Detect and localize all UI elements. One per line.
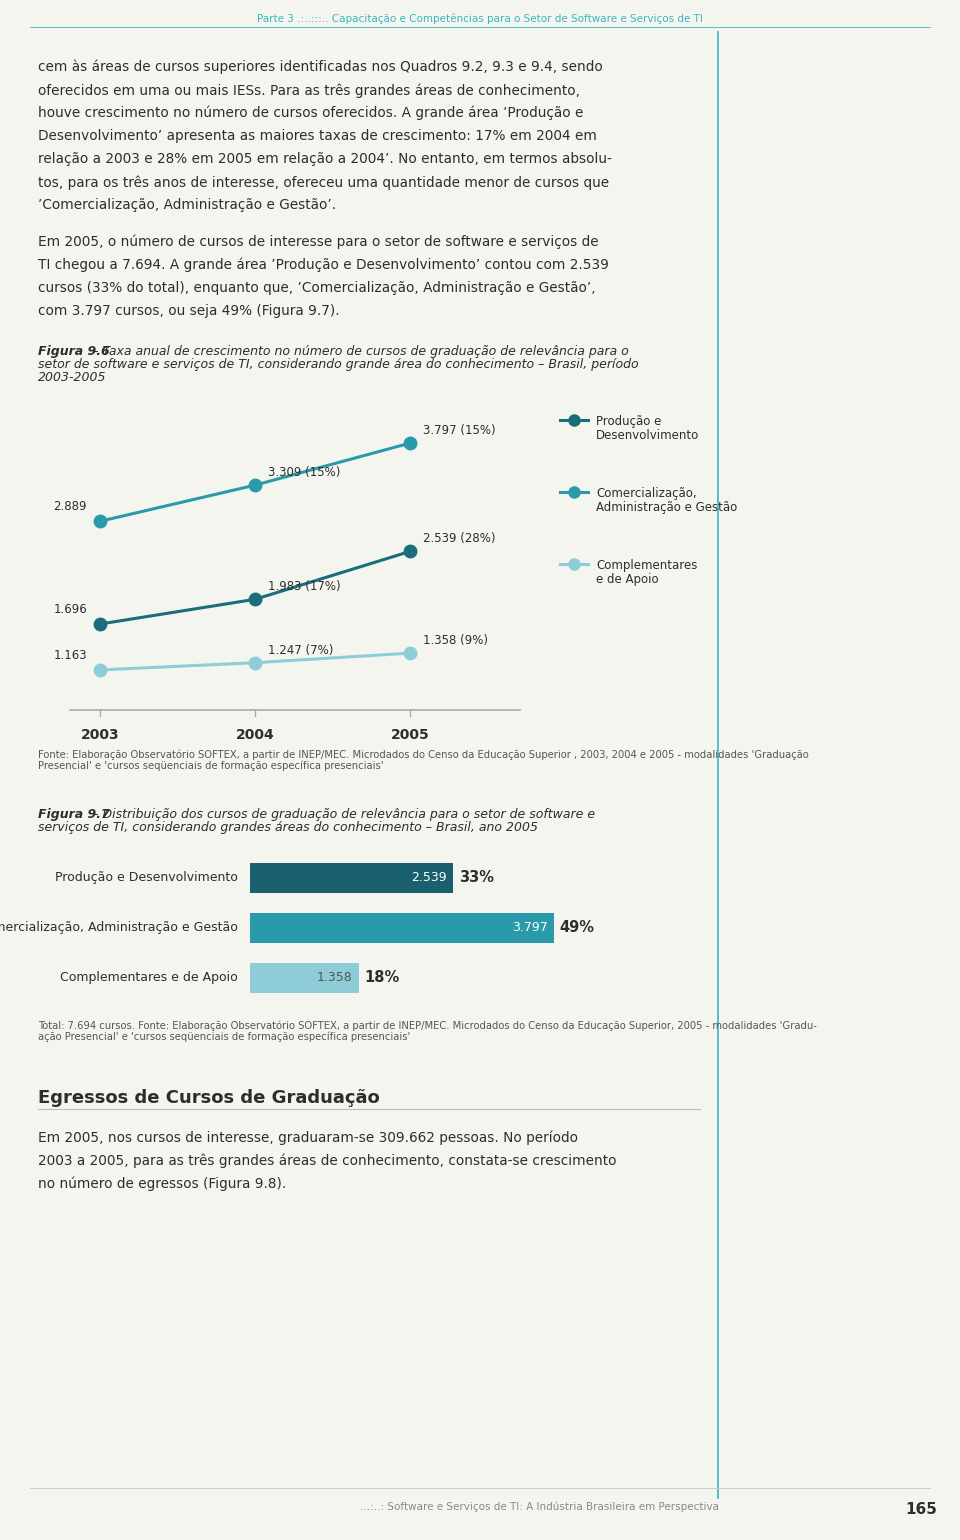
Text: relação a 2003 e 28% em 2005 em relação a 2004ʼ. No entanto, em termos absolu-: relação a 2003 e 28% em 2005 em relação … xyxy=(38,152,612,166)
Text: 1.358: 1.358 xyxy=(317,972,352,984)
Text: ação Presencial' e 'cursos seqüenciais de formação específica presenciais': ação Presencial' e 'cursos seqüenciais d… xyxy=(38,1032,410,1043)
Text: 1.983 (17%): 1.983 (17%) xyxy=(268,581,341,593)
Text: setor de software e serviços de TI, considerando grande área do conhecimento – B: setor de software e serviços de TI, cons… xyxy=(38,357,638,371)
Bar xyxy=(250,913,554,942)
Text: 1.696: 1.696 xyxy=(53,604,87,616)
Text: Administração e Gestão: Administração e Gestão xyxy=(596,500,737,514)
Text: Produção e: Produção e xyxy=(596,414,661,428)
Text: 2003 a 2005, para as três grandes áreas de conhecimento, constata-se crescimento: 2003 a 2005, para as três grandes áreas … xyxy=(38,1153,616,1169)
Text: Complementares: Complementares xyxy=(596,559,697,571)
Text: cursos (33% do total), enquanto que, ʼComercialização, Administração e Gestãoʼ,: cursos (33% do total), enquanto que, ʼCo… xyxy=(38,280,595,294)
Text: 3.797 (15%): 3.797 (15%) xyxy=(423,424,495,437)
Text: Desenvolvimentoʼ apresenta as maiores taxas de crescimento: 17% em 2004 em: Desenvolvimentoʼ apresenta as maiores ta… xyxy=(38,129,597,143)
Text: 2003-2005: 2003-2005 xyxy=(38,371,107,383)
Text: oferecidos em uma ou mais IESs. Para as três grandes áreas de conhecimento,: oferecidos em uma ou mais IESs. Para as … xyxy=(38,83,580,97)
Text: e de Apoio: e de Apoio xyxy=(596,573,659,585)
Text: cem às áreas de cursos superiores identificadas nos Quadros 9.2, 9.3 e 9.4, send: cem às áreas de cursos superiores identi… xyxy=(38,60,603,74)
Text: Egressos de Cursos de Graduação: Egressos de Cursos de Graduação xyxy=(38,1089,380,1107)
Text: no número de egressos (Figura 9.8).: no número de egressos (Figura 9.8). xyxy=(38,1177,286,1192)
Text: com 3.797 cursos, ou seja 49% (Figura 9.7).: com 3.797 cursos, ou seja 49% (Figura 9.… xyxy=(38,303,340,317)
Text: Produção e Desenvolvimento: Produção e Desenvolvimento xyxy=(55,872,238,884)
Text: 49%: 49% xyxy=(560,921,595,935)
Text: TI chegou a 7.694. A grande área ʼProdução e Desenvolvimentoʼ contou com 2.539: TI chegou a 7.694. A grande área ʼProduç… xyxy=(38,257,609,273)
Text: Parte 3 .:..:::.. Capacitação e Competências para o Setor de Software e Serviços: Parte 3 .:..:::.. Capacitação e Competên… xyxy=(257,14,703,25)
Text: ʼComercialização, Administração e Gestãoʼ.: ʼComercialização, Administração e Gestão… xyxy=(38,199,336,213)
Text: 2.539 (28%): 2.539 (28%) xyxy=(423,533,495,545)
Bar xyxy=(250,962,359,993)
Text: serviços de TI, considerando grandes áreas do conhecimento – Brasil, ano 2005: serviços de TI, considerando grandes áre… xyxy=(38,821,538,833)
Text: 18%: 18% xyxy=(365,970,400,986)
Text: Figura 9.7: Figura 9.7 xyxy=(38,808,109,821)
Text: 1.163: 1.163 xyxy=(54,648,87,662)
Text: 3.797: 3.797 xyxy=(512,921,548,935)
Text: houve crescimento no número de cursos oferecidos. A grande área ʼProdução e: houve crescimento no número de cursos of… xyxy=(38,106,584,120)
Text: Figura 9.6: Figura 9.6 xyxy=(38,345,109,357)
Text: Desenvolvimento: Desenvolvimento xyxy=(596,428,699,442)
Text: - Distribuição dos cursos de graduação de relevância para o setor de software e: - Distribuição dos cursos de graduação d… xyxy=(90,808,595,821)
Bar xyxy=(250,862,453,893)
Text: 1.358 (9%): 1.358 (9%) xyxy=(423,634,488,647)
Text: 2004: 2004 xyxy=(235,728,275,742)
Text: 165: 165 xyxy=(905,1502,937,1517)
Text: ...:..: Software e Serviços de TI: A Indústria Brasileira em Perspectiva: ...:..: Software e Serviços de TI: A Ind… xyxy=(360,1502,719,1512)
Text: 2.889: 2.889 xyxy=(54,500,87,513)
Text: Em 2005, o número de cursos de interesse para o setor de software e serviços de: Em 2005, o número de cursos de interesse… xyxy=(38,234,599,249)
Text: 33%: 33% xyxy=(459,870,494,885)
Text: tos, para os três anos de interesse, ofereceu uma quantidade menor de cursos que: tos, para os três anos de interesse, ofe… xyxy=(38,176,610,189)
Text: 2005: 2005 xyxy=(391,728,429,742)
Text: 1.247 (7%): 1.247 (7%) xyxy=(268,644,333,656)
Text: Total: 7.694 cursos. Fonte: Elaboração Observatório SOFTEX, a partir de INEP/MEC: Total: 7.694 cursos. Fonte: Elaboração O… xyxy=(38,1021,817,1032)
Text: Presencial' e 'cursos seqüenciais de formação específica presenciais': Presencial' e 'cursos seqüenciais de for… xyxy=(38,761,384,772)
Text: 2.539: 2.539 xyxy=(412,872,447,884)
Text: Comercialização,: Comercialização, xyxy=(596,487,697,500)
Text: 3.309 (15%): 3.309 (15%) xyxy=(268,467,341,479)
Text: Fonte: Elaboração Observatório SOFTEX, a partir de INEP/MEC. Microdados do Censo: Fonte: Elaboração Observatório SOFTEX, a… xyxy=(38,750,808,761)
Text: Complementares e de Apoio: Complementares e de Apoio xyxy=(60,972,238,984)
Text: Em 2005, nos cursos de interesse, graduaram-se 309.662 pessoas. No período: Em 2005, nos cursos de interesse, gradua… xyxy=(38,1130,578,1146)
Text: Comercialização, Administração e Gestão: Comercialização, Administração e Gestão xyxy=(0,921,238,935)
Text: - Taxa anual de crescimento no número de cursos de graduação de relevância para : - Taxa anual de crescimento no número de… xyxy=(90,345,629,357)
Text: 2003: 2003 xyxy=(81,728,119,742)
